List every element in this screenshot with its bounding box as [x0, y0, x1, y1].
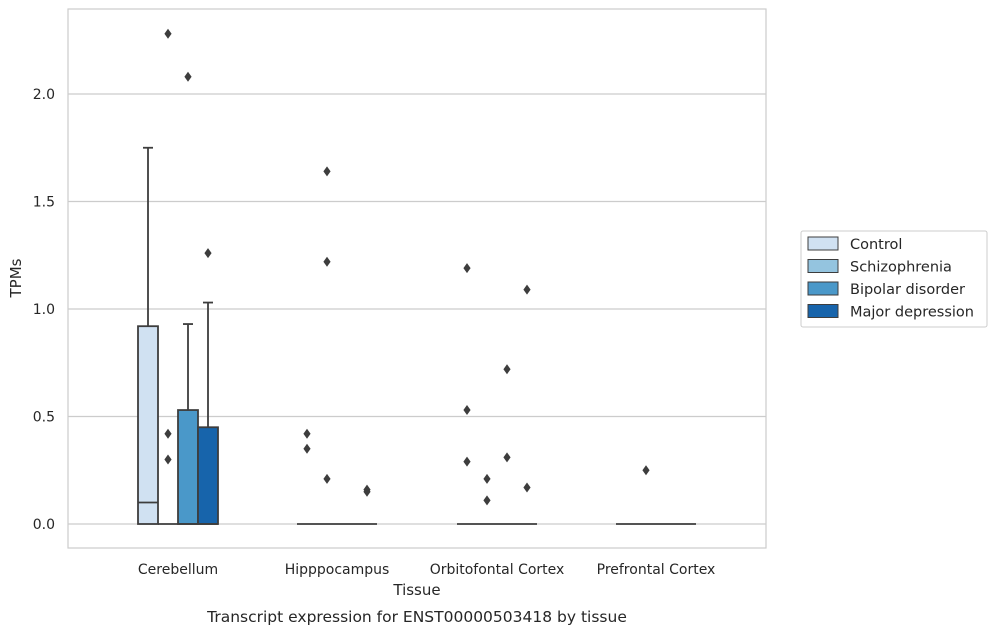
outlier-point	[503, 364, 511, 375]
x-tick-label: Cerebellum	[138, 562, 218, 578]
marks-layer	[137, 28, 696, 525]
outlier-point	[323, 473, 331, 484]
outlier-point	[463, 263, 471, 274]
legend-label: Bipolar disorder	[850, 282, 965, 298]
outlier-point	[323, 166, 331, 177]
legend-items: Control Schizophrenia Bipolar disorder Majo…	[807, 236, 974, 321]
outlier-point	[184, 71, 192, 82]
outlier-point	[503, 452, 511, 463]
x-tick-label: Hipppocampus	[285, 562, 390, 578]
outlier-point	[164, 28, 172, 39]
box-body	[177, 409, 199, 525]
legend-label: Control	[850, 237, 902, 253]
x-tick-label: Orbitofontal Cortex	[430, 562, 565, 578]
outlier-point	[204, 248, 212, 259]
box-body	[137, 325, 159, 525]
outlier-point	[323, 256, 331, 267]
outlier-point	[463, 456, 471, 467]
x-tick-label: Prefrontal Cortex	[597, 562, 716, 578]
box-major-depression	[197, 248, 219, 525]
legend-label: Major depression	[850, 305, 974, 321]
legend: Control Schizophrenia Bipolar disorder Majo…	[800, 230, 988, 328]
outlier-point	[303, 443, 311, 454]
legend-swatch	[807, 304, 839, 318]
box-schizophrenia	[158, 28, 178, 525]
chart-caption: Transcript expression for ENST0000050341…	[206, 608, 627, 626]
outlier-point	[164, 428, 172, 439]
box-schizophrenia	[317, 166, 337, 525]
x-axis-label: Tissue	[392, 581, 440, 599]
outlier-point	[523, 284, 531, 295]
box-major-depression	[357, 484, 377, 525]
plot-frame	[67, 8, 767, 549]
outlier-point	[483, 495, 491, 506]
y-axis-label: TPMs	[7, 258, 25, 298]
y-tick-labels: 0.0 0.5 1.0 1.5 2.0	[33, 87, 55, 533]
y-tick-label: 0.0	[33, 517, 55, 533]
outlier-point	[463, 405, 471, 416]
legend-swatch	[807, 281, 839, 296]
y-tick-label: 0.5	[33, 410, 55, 426]
box-control	[297, 428, 317, 525]
x-tick-labels: Cerebellum Hipppocampus Orbitofontal Corte…	[138, 562, 715, 578]
legend-frame	[800, 230, 988, 328]
outlier-point	[164, 454, 172, 465]
box-major-depression	[517, 284, 537, 525]
outlier-point	[363, 486, 371, 497]
box-schizophrenia	[477, 473, 497, 525]
box-control	[137, 146, 159, 525]
legend-label: Schizophrenia	[850, 260, 952, 276]
outlier-point	[483, 473, 491, 484]
y-tick-label: 1.5	[33, 195, 55, 211]
grid-layer	[68, 93, 766, 525]
box-schizophrenia	[636, 465, 656, 525]
y-tick-label: 1.0	[33, 302, 55, 318]
y-tick-label: 2.0	[33, 87, 55, 103]
legend-swatch	[807, 259, 839, 273]
box-bipolar-disorder	[497, 364, 517, 525]
box-body	[197, 426, 219, 525]
outlier-point	[642, 465, 650, 476]
box-control	[457, 263, 477, 525]
outlier-point	[303, 428, 311, 439]
outlier-point	[523, 482, 531, 493]
box-bipolar-disorder	[177, 71, 199, 525]
legend-swatch	[807, 236, 839, 251]
